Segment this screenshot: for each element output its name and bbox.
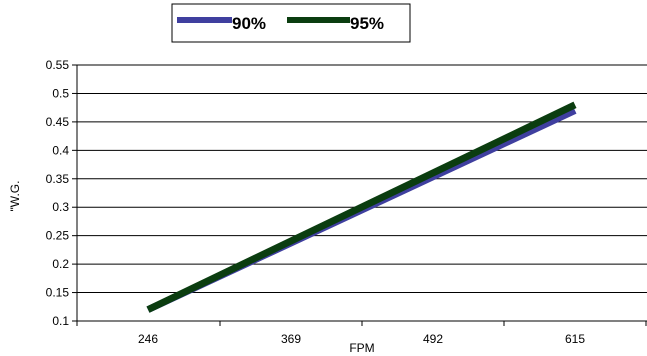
y-tick-label: 0.1 (52, 314, 69, 328)
y-tick-label: 0.4 (52, 143, 69, 157)
y-tick-label: 0.35 (46, 172, 70, 186)
x-tick-label: 369 (281, 332, 301, 346)
legend: 90% 95% (171, 3, 411, 43)
y-tick-label: 0.3 (52, 200, 69, 214)
gridlines (72, 64, 647, 322)
y-tick-label: 0.45 (46, 115, 70, 129)
x-tick-label: 615 (565, 332, 585, 346)
legend-label-95: 95% (350, 14, 384, 33)
series-line-95-pct (146, 101, 577, 313)
x-tick-label: 246 (138, 332, 158, 346)
axes (76, 65, 647, 326)
y-axis-title: "W.G. (8, 181, 22, 212)
y-tick-label: 0.2 (52, 257, 69, 271)
series-layer (146, 101, 577, 313)
x-axis-title: FPM (349, 341, 374, 355)
legend-label-90: 90% (232, 14, 266, 33)
y-tick-label: 0.15 (46, 286, 70, 300)
y-tick-label: 0.5 (52, 86, 69, 100)
y-tick-labels: 0.1 0.15 0.2 0.25 0.3 0.35 0.4 0.45 0.5 0.55 (46, 58, 70, 328)
y-tick-label: 0.25 (46, 229, 70, 243)
y-tick-label: 0.55 (46, 58, 70, 72)
x-tick-label: 492 (423, 332, 443, 346)
x-tick-labels: 246 369 492 615 (138, 332, 585, 346)
